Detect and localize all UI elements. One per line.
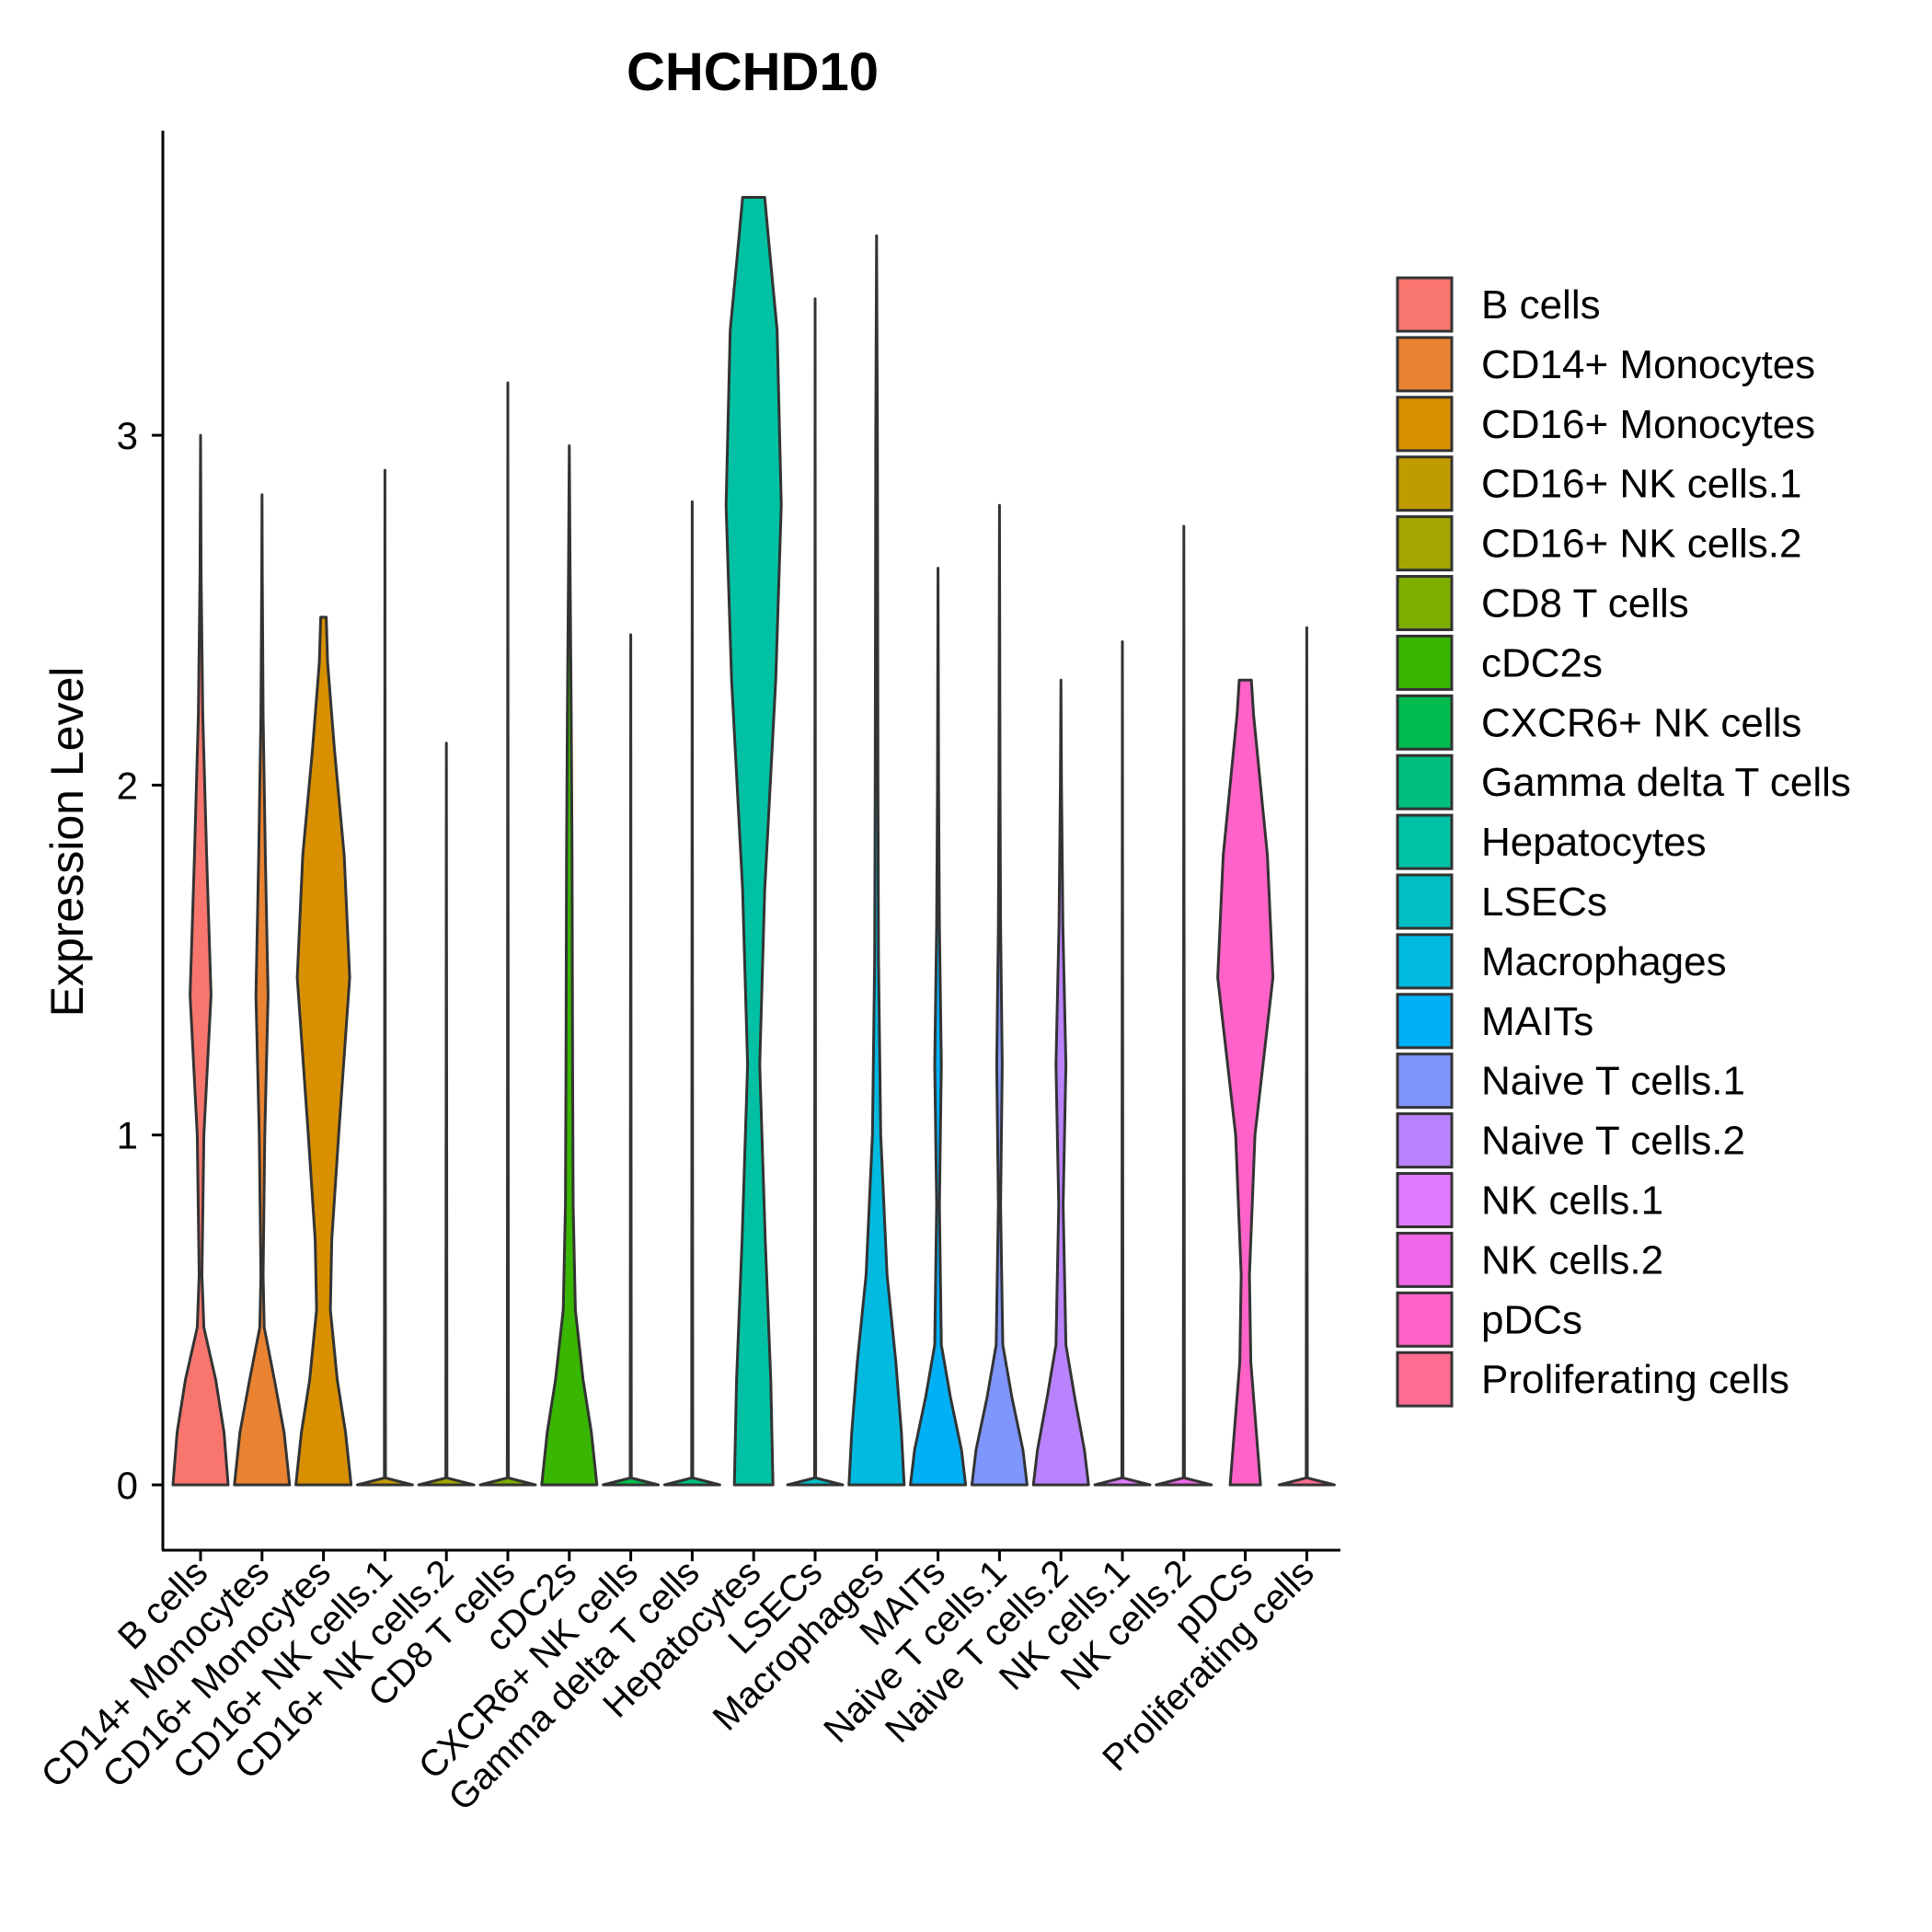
legend-label: CD16+ Monocytes — [1481, 402, 1815, 447]
legend-swatch — [1396, 753, 1454, 811]
violin-hepatocytes — [724, 196, 783, 1487]
violin-cd14-monocytes — [233, 493, 292, 1487]
legend-label: Macrophages — [1481, 939, 1727, 984]
violin-cd16-nk-cells-2 — [417, 742, 476, 1487]
legend-swatch — [1396, 396, 1454, 453]
legend-swatch — [1396, 694, 1454, 751]
legend-swatch — [1396, 1112, 1454, 1169]
legend-label: Naive T cells.1 — [1481, 1059, 1745, 1104]
violin-naive-t-cells-2 — [1031, 678, 1090, 1487]
violin-cd16-nk-cells-1 — [355, 468, 414, 1487]
legend-swatch — [1396, 634, 1454, 691]
legend-label: CD16+ NK cells.2 — [1481, 522, 1801, 567]
violin-cd8-t-cells — [478, 381, 537, 1487]
chart-title: CHCHD10 — [627, 42, 879, 102]
legend-label: B cells — [1481, 282, 1601, 328]
legend-swatch — [1396, 1172, 1454, 1228]
violin-cd16-monocytes — [294, 615, 353, 1487]
legend-swatch — [1396, 873, 1454, 930]
y-tick-label: 2 — [117, 764, 138, 807]
violin-naive-t-cells-1 — [970, 503, 1029, 1487]
legend-label: Hepatocytes — [1481, 820, 1707, 865]
legend-label: NK cells.1 — [1481, 1179, 1663, 1224]
legend: B cells CD14+ Monocytes CD16+ Monocytes CD1… — [1396, 276, 1851, 1408]
violin-cxcr6-nk-cells — [602, 633, 661, 1487]
violin-macrophages — [847, 234, 906, 1487]
violin-lsecs — [786, 297, 845, 1487]
legend-label: CXCR6+ NK cells — [1481, 700, 1801, 745]
legend-swatch — [1396, 993, 1454, 1050]
y-ticks: 0 1 2 3 — [117, 414, 163, 1507]
legend-label: cDC2s — [1481, 640, 1603, 685]
violin-proliferating-cells — [1277, 626, 1336, 1487]
y-tick-label: 0 — [117, 1464, 138, 1507]
legend-label: NK cells.2 — [1481, 1237, 1663, 1282]
violin-nk-cells-2 — [1155, 524, 1213, 1487]
legend-swatch — [1396, 1052, 1454, 1110]
legend-label: CD8 T cells — [1481, 581, 1689, 627]
violin-b-cells — [171, 433, 230, 1487]
violins-group — [171, 196, 1336, 1487]
violin-gamma-delta-t-cells — [662, 500, 721, 1487]
legend-swatch — [1396, 575, 1454, 631]
legend-label: CD14+ Monocytes — [1481, 342, 1815, 387]
violin-nk-cells-1 — [1093, 640, 1152, 1487]
y-tick-label: 1 — [117, 1114, 138, 1157]
violin-maits — [909, 567, 968, 1487]
legend-label: LSECs — [1481, 880, 1607, 925]
violin-pdcs — [1216, 678, 1275, 1487]
legend-label: Gamma delta T cells — [1481, 760, 1851, 805]
legend-label: Proliferating cells — [1481, 1357, 1789, 1402]
legend-swatch — [1396, 1351, 1454, 1408]
legend-swatch — [1396, 515, 1454, 572]
legend-swatch — [1396, 813, 1454, 870]
violin-cdc2s — [540, 444, 599, 1487]
legend-swatch — [1396, 336, 1454, 393]
y-tick-label: 3 — [117, 414, 138, 457]
legend-swatch — [1396, 276, 1454, 333]
legend-label: MAITs — [1481, 999, 1593, 1044]
legend-label: pDCs — [1481, 1297, 1582, 1342]
legend-swatch — [1396, 933, 1454, 990]
y-axis-title: Expression Level — [41, 667, 93, 1018]
legend-swatch — [1396, 1291, 1454, 1348]
legend-swatch — [1396, 455, 1454, 512]
legend-swatch — [1396, 1231, 1454, 1288]
legend-label: CD16+ NK cells.1 — [1481, 462, 1801, 507]
legend-label: Naive T cells.2 — [1481, 1119, 1745, 1164]
